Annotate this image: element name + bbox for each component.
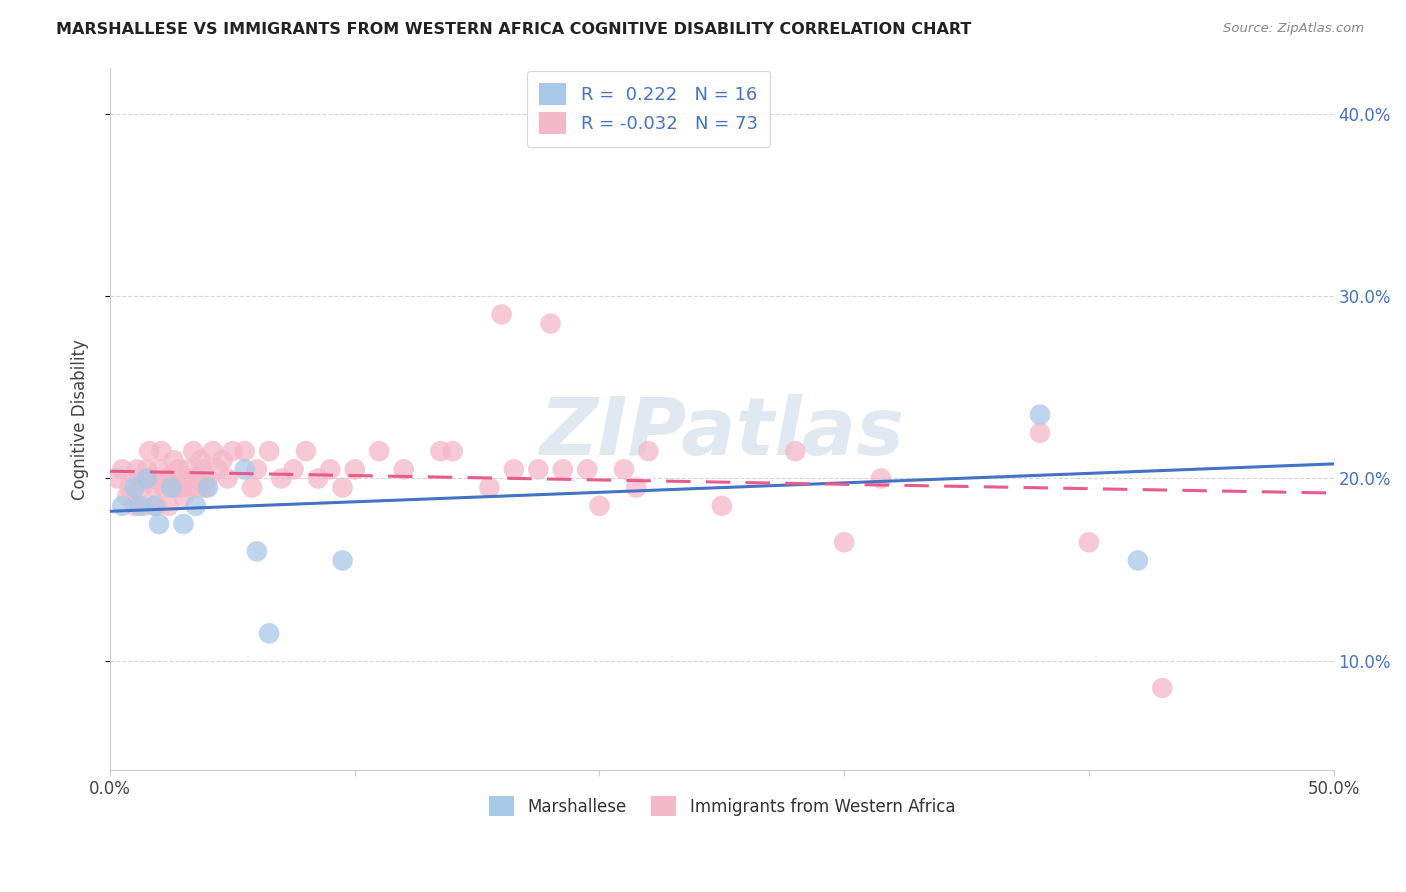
Point — [128, 499, 150, 513]
Point — [1029, 425, 1052, 440]
Point — [115, 490, 138, 504]
Point — [170, 481, 193, 495]
Point — [111, 462, 134, 476]
Point — [295, 444, 318, 458]
Point — [197, 471, 219, 485]
Point — [201, 444, 224, 458]
Point — [124, 499, 146, 513]
Point — [1029, 408, 1052, 422]
Point — [343, 462, 366, 476]
Point — [138, 444, 160, 458]
Point — [153, 481, 176, 495]
Point — [134, 499, 156, 513]
Point — [332, 481, 354, 495]
Point — [613, 462, 636, 476]
Point — [174, 471, 197, 485]
Point — [128, 471, 150, 485]
Point — [502, 462, 524, 476]
Point — [319, 462, 342, 476]
Text: ZIPatlas: ZIPatlas — [540, 394, 904, 472]
Point — [246, 462, 269, 476]
Text: MARSHALLESE VS IMMIGRANTS FROM WESTERN AFRICA COGNITIVE DISABILITY CORRELATION C: MARSHALLESE VS IMMIGRANTS FROM WESTERN A… — [56, 22, 972, 37]
Point — [257, 444, 280, 458]
Point — [118, 481, 141, 495]
Point — [125, 462, 148, 476]
Point — [1077, 535, 1099, 549]
Point — [576, 462, 599, 476]
Point — [233, 462, 256, 476]
Point — [131, 481, 153, 495]
Point — [157, 499, 180, 513]
Point — [551, 462, 574, 476]
Point — [1126, 553, 1149, 567]
Point — [785, 444, 807, 458]
Point — [167, 462, 190, 476]
Point — [148, 462, 170, 476]
Point — [478, 481, 501, 495]
Point — [233, 444, 256, 458]
Point — [135, 462, 157, 476]
Point — [124, 481, 146, 495]
Point — [160, 481, 183, 495]
Point — [257, 626, 280, 640]
Point — [832, 535, 855, 549]
Point — [165, 481, 187, 495]
Point — [143, 499, 166, 513]
Point — [710, 499, 733, 513]
Point — [148, 516, 170, 531]
Point — [246, 544, 269, 558]
Point — [194, 481, 217, 495]
Point — [143, 481, 166, 495]
Point — [637, 444, 659, 458]
Point — [187, 481, 209, 495]
Point — [211, 453, 233, 467]
Point — [180, 481, 202, 495]
Point — [191, 462, 214, 476]
Point — [332, 553, 354, 567]
Legend: Marshallese, Immigrants from Western Africa: Marshallese, Immigrants from Western Afr… — [481, 788, 963, 825]
Point — [181, 444, 204, 458]
Point — [870, 471, 893, 485]
Point — [624, 481, 647, 495]
Point — [184, 499, 207, 513]
Point — [240, 481, 263, 495]
Point — [1152, 681, 1174, 695]
Point — [141, 471, 163, 485]
Point — [155, 471, 177, 485]
Point — [270, 471, 292, 485]
Point — [441, 444, 464, 458]
Y-axis label: Cognitive Disability: Cognitive Disability — [72, 339, 89, 500]
Point — [307, 471, 329, 485]
Point — [111, 499, 134, 513]
Text: Source: ZipAtlas.com: Source: ZipAtlas.com — [1223, 22, 1364, 36]
Point — [173, 516, 195, 531]
Point — [221, 444, 243, 458]
Point — [197, 481, 219, 495]
Point — [527, 462, 550, 476]
Point — [145, 499, 167, 513]
Point — [190, 453, 212, 467]
Point — [135, 471, 157, 485]
Point — [184, 471, 207, 485]
Point — [217, 471, 239, 485]
Point — [368, 444, 391, 458]
Point — [173, 490, 195, 504]
Point — [491, 308, 513, 322]
Point — [429, 444, 451, 458]
Point — [588, 499, 610, 513]
Point — [177, 462, 200, 476]
Point — [150, 444, 173, 458]
Point — [207, 462, 229, 476]
Point — [163, 453, 186, 467]
Point — [283, 462, 305, 476]
Point — [160, 471, 183, 485]
Point — [540, 317, 562, 331]
Point — [107, 471, 129, 485]
Point — [392, 462, 415, 476]
